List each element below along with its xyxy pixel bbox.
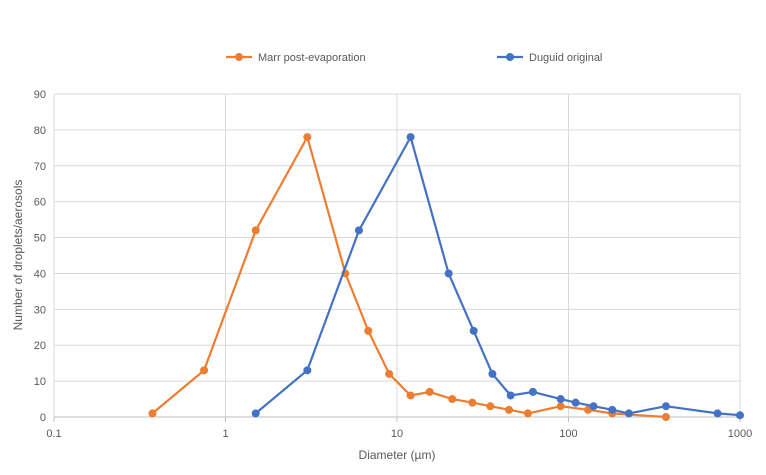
data-point [528,387,537,396]
data-point [571,398,580,407]
data-point [624,409,633,418]
y-tick-label: 60 [34,197,46,209]
legend-label: Marr post-evaporation [258,52,366,64]
legend: Marr post-evaporation Duguid original [226,52,602,64]
data-point [556,402,565,411]
data-point [200,366,209,375]
legend-swatch-marker [235,53,243,61]
data-point [303,133,312,142]
axes: 0 10 20 30 40 50 60 70 80 90 0.1 1 10 100 1000 [34,89,752,440]
data-point [661,413,670,421]
series-0 [148,133,670,421]
data-point [589,402,598,411]
legend-swatch-marker [506,53,514,61]
data-point [303,366,312,375]
data-point [385,369,394,378]
data-point [488,369,497,378]
grid [53,93,741,418]
y-tick-label: 80 [34,125,46,137]
data-point [148,409,157,418]
y-tick-label: 40 [34,268,46,280]
data-point [506,391,515,400]
data-point [448,395,457,404]
data-point [354,226,363,235]
series-line [151,136,666,419]
data-point [556,395,565,404]
data-point [425,387,434,396]
series-line [254,136,741,417]
x-tick-label: 1000 [728,428,752,440]
y-tick-label: 10 [34,376,46,388]
series-group [148,133,744,421]
data-point [444,269,453,278]
y-tick-label: 70 [34,161,46,173]
data-point [486,402,495,411]
y-tick-label: 50 [34,233,46,245]
x-tick-label: 0.1 [46,428,61,440]
data-point [608,405,617,414]
data-point [468,398,477,407]
x-axis-title: Diameter (µm) [359,448,436,462]
data-point [406,391,415,400]
data-point [364,326,373,335]
y-tick-label: 30 [34,304,46,316]
y-axis-title: Number of droplets/aerosols [11,180,25,331]
data-point [505,405,514,414]
x-tick-label: 100 [559,428,577,440]
data-point [251,409,260,418]
x-tick-label: 1 [222,428,228,440]
data-point [713,409,722,418]
legend-label: Duguid original [529,52,602,64]
y-tick-label: 20 [34,340,46,352]
data-point [469,326,478,335]
data-point [523,409,532,418]
y-tick-label: 90 [34,89,46,101]
series-1 [251,133,744,420]
data-point [736,411,744,420]
y-tick-label: 0 [40,412,46,424]
data-point [251,226,260,235]
x-tick-label: 10 [391,428,403,440]
data-point [406,133,415,142]
data-point [661,402,670,411]
